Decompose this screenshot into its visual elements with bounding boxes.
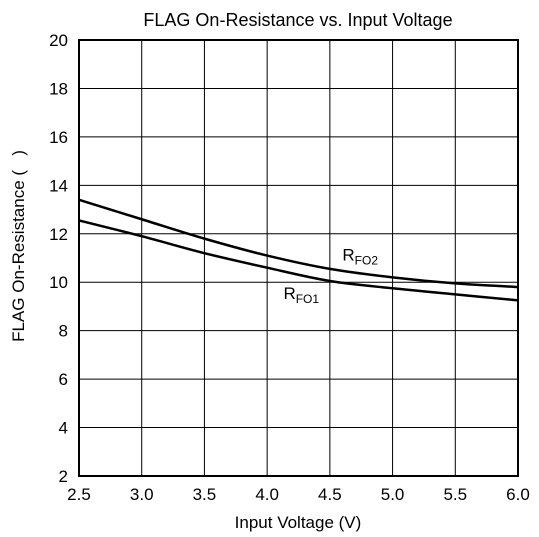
y-tick-label: 8 — [59, 322, 68, 341]
y-tick-label: 6 — [59, 370, 68, 389]
series-line-rfo2 — [78, 198, 519, 289]
series-label-rfo2: RFO2 — [342, 245, 378, 267]
x-tick-labels: 2.5 3.0 3.5 4.0 4.5 5.0 5.5 6.0 — [67, 485, 530, 504]
y-tick-label: 12 — [49, 225, 68, 244]
x-axis-label: Input Voltage (V) — [235, 513, 362, 532]
y-tick-labels: 2 4 6 8 10 12 14 16 18 20 — [49, 31, 68, 486]
series-line-rfo1 — [78, 219, 519, 302]
y-tick-label: 20 — [49, 31, 68, 50]
series-labels: RFO2 RFO1 — [283, 245, 378, 306]
y-tick-label: 14 — [49, 176, 68, 195]
grid — [79, 40, 518, 476]
y-tick-label: 4 — [59, 419, 68, 438]
y-tick-label: 16 — [49, 128, 68, 147]
x-tick-label: 5.5 — [443, 485, 467, 504]
x-tick-label: 6.0 — [506, 485, 530, 504]
series-lines — [78, 198, 519, 302]
chart-title: FLAG On-Resistance vs. Input Voltage — [143, 10, 452, 30]
series-label-rfo1: RFO1 — [283, 284, 319, 306]
x-tick-label: 3.5 — [193, 485, 217, 504]
x-tick-label: 5.0 — [381, 485, 405, 504]
x-tick-label: 3.0 — [130, 485, 154, 504]
x-tick-label: 4.0 — [255, 485, 279, 504]
y-tick-label: 10 — [49, 273, 68, 292]
y-tick-label: 18 — [49, 79, 68, 98]
plot-frame — [78, 39, 519, 477]
x-tick-label: 4.5 — [318, 485, 342, 504]
x-tick-label: 2.5 — [67, 485, 91, 504]
y-tick-label: 2 — [59, 467, 68, 486]
y-axis-label: FLAG On-Resistance ( ) — [9, 150, 28, 342]
